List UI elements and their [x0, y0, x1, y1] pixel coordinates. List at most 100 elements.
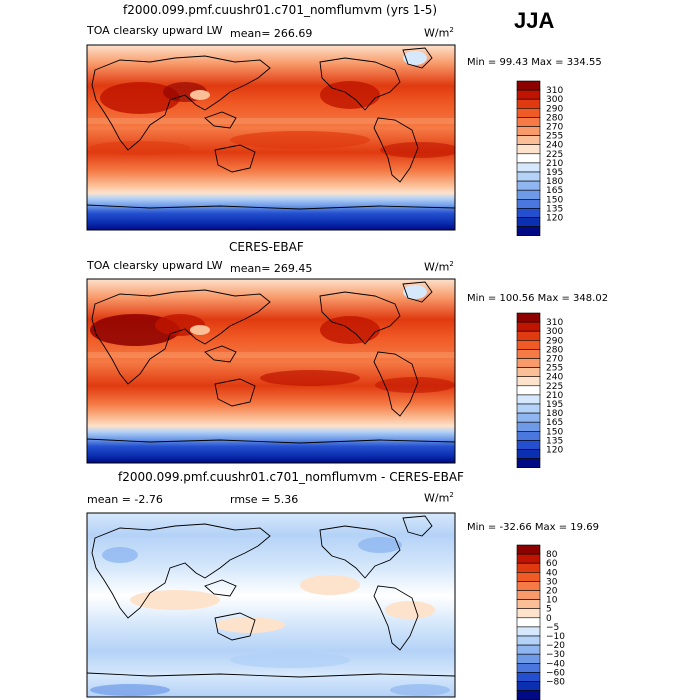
- panel1-colorbar-box-9: [516, 162, 541, 173]
- panel3-colorbar-tick-label: 80: [546, 550, 558, 560]
- panel3-colorbar-box-8: [516, 617, 541, 628]
- panel2-colorbar-box-11: [516, 412, 541, 423]
- panel1-colorbar-box-15: [516, 217, 541, 227]
- panel1-title: f2000.099.pmf.cuushr01.c701_nomflumvm (y…: [123, 3, 438, 17]
- panel2-colorbar-box-7: [516, 376, 541, 387]
- panel2-mean: mean= 269.45: [230, 262, 313, 275]
- panel1-colorbar-tick-label: 225: [546, 150, 563, 160]
- panel1-colorbar-tick-label: 210: [546, 159, 563, 169]
- panel1-colorbar-box-14: [516, 208, 541, 218]
- panel1-variable-label: TOA clearsky upward LW: [87, 24, 223, 37]
- panel2-colorbar-box-8: [516, 385, 541, 396]
- panel3-colorbar-box-16: [516, 690, 541, 700]
- panel2-colorbar-box-13: [516, 430, 541, 441]
- panel1-mean: mean= 266.69: [230, 27, 313, 40]
- panel3-colorbar-tick-label: −60: [546, 668, 565, 678]
- panel2-colorbar-box-15: [516, 449, 541, 459]
- panel2-colorbar-tick-label: 210: [546, 391, 563, 401]
- panel2-colorbar-box-12: [516, 421, 541, 432]
- panel2-colorbar-tick-label: 180: [546, 409, 563, 419]
- panel3-colorbar-box-9: [516, 626, 541, 637]
- panel3-colorbar-box-5: [516, 590, 541, 600]
- panel2-colorbar-tick-label: 310: [546, 318, 563, 328]
- panel2-colorbar-box-5: [516, 358, 541, 368]
- panel1-colorbar-tick-label: 240: [546, 141, 563, 151]
- panel3-map: [87, 513, 455, 697]
- panel1-minmax: Min = 99.43 Max = 334.55: [467, 57, 602, 68]
- panel1-colorbar-box-2: [516, 98, 541, 109]
- panel1-colorbar-tick-label: 195: [546, 168, 563, 178]
- panel3-colorbar-tick-label: 0: [546, 614, 552, 624]
- panel3-colorbar-tick-label: 10: [546, 596, 558, 606]
- panel2-colorbar-tick-label: 150: [546, 427, 563, 437]
- panel1-colorbar-box-13: [516, 199, 541, 209]
- panel1-colorbar-tick-label: 120: [546, 214, 563, 224]
- panel2-colorbar-tick-label: 225: [546, 382, 563, 392]
- panel1-colorbar-box-16: [516, 226, 541, 237]
- panel1-colorbar-tick-label: 290: [546, 104, 563, 114]
- panel1-colorbar-box-5: [516, 126, 541, 136]
- panel2-colorbar-tick-label: 280: [546, 345, 563, 355]
- panel3-colorbar-box-2: [516, 562, 541, 573]
- panel3-minmax: Min = -32.66 Max = 19.69: [467, 522, 599, 533]
- panel1-colorbar-tick-label: 255: [546, 132, 563, 142]
- panel2-colorbar: 3103002902802702552402252101951801651501…: [516, 312, 563, 469]
- panel3-colorbar-tick-label: −40: [546, 659, 565, 669]
- panel2-colorbar-box-1: [516, 321, 541, 332]
- panel1-map: [87, 45, 455, 230]
- panel2-frame: [86, 278, 456, 464]
- panel1-colorbar-tick-label: 135: [546, 204, 563, 214]
- panel1-colorbar: 3103002902802702552402252101951801651501…: [516, 80, 563, 237]
- panel3-colorbar-box-4: [516, 581, 541, 591]
- panel1-colorbar-box-10: [516, 171, 541, 182]
- panel1-colorbar-tick-label: 310: [546, 86, 563, 96]
- panel3-colorbar-tick-label: 30: [546, 577, 558, 587]
- panel3-colorbar-tick-label: −10: [546, 632, 565, 642]
- panel2-colorbar-tick-label: 255: [546, 364, 563, 374]
- panel2-colorbar-tick-label: 165: [546, 418, 563, 428]
- panel2-colorbar-box-4: [516, 349, 541, 359]
- panel3-colorbar-tick-label: −30: [546, 650, 565, 660]
- panel2-colorbar-box-3: [516, 339, 541, 350]
- panel1-colorbar-box-1: [516, 89, 541, 100]
- panel3-colorbar-box-1: [516, 553, 541, 564]
- panel1-colorbar-box-12: [516, 189, 541, 200]
- panel3-colorbar-tick-label: 60: [546, 559, 558, 569]
- panel3-colorbar-box-11: [516, 644, 541, 655]
- panel2-colorbar-box-2: [516, 330, 541, 341]
- panel3-rmse: rmse = 5.36: [230, 493, 299, 506]
- panel2-colorbar-box-9: [516, 394, 541, 405]
- season-label: JJA: [514, 8, 555, 33]
- panel2-colorbar-box-14: [516, 440, 541, 450]
- panel1-colorbar-box-11: [516, 180, 541, 191]
- panel1-colorbar-box-6: [516, 135, 541, 146]
- panel3-colorbar-box-14: [516, 672, 541, 682]
- panel1-colorbar-box-0: [516, 80, 541, 91]
- panel2-colorbar-tick-label: 240: [546, 373, 563, 383]
- panel3-colorbar-box-6: [516, 599, 541, 609]
- panel1-frame: [86, 44, 456, 231]
- panel3-colorbar-box-3: [516, 571, 541, 582]
- panel2-colorbar-box-16: [516, 458, 541, 469]
- panel3-colorbar-tick-label: −5: [546, 623, 559, 633]
- panel3-mean: mean = -2.76: [87, 493, 163, 506]
- panel3-colorbar-tick-label: 40: [546, 568, 558, 578]
- panel1-colorbar-box-8: [516, 153, 541, 164]
- panel1-colorbar-box-3: [516, 108, 541, 118]
- panel3-colorbar-box-10: [516, 635, 541, 646]
- panel3-colorbar-box-13: [516, 662, 541, 673]
- panel3-title: f2000.099.pmf.cuushr01.c701_nomflumvm - …: [118, 470, 464, 484]
- panel2-colorbar-tick-label: 290: [546, 336, 563, 346]
- panel2-variable-label: TOA clearsky upward LW: [87, 259, 223, 272]
- panel2-colorbar-tick-label: 120: [546, 446, 563, 456]
- panel3-colorbar-box-7: [516, 608, 541, 619]
- panel1-colorbar-tick-label: 150: [546, 195, 563, 205]
- panel2-title: CERES-EBAF: [229, 240, 304, 254]
- panel3-colorbar-tick-label: −80: [546, 678, 565, 688]
- panel3-colorbar-box-15: [516, 681, 541, 691]
- panel2-colorbar-tick-label: 300: [546, 327, 563, 337]
- panel1-colorbar-tick-label: 270: [546, 123, 563, 133]
- panel2-colorbar-box-10: [516, 403, 541, 414]
